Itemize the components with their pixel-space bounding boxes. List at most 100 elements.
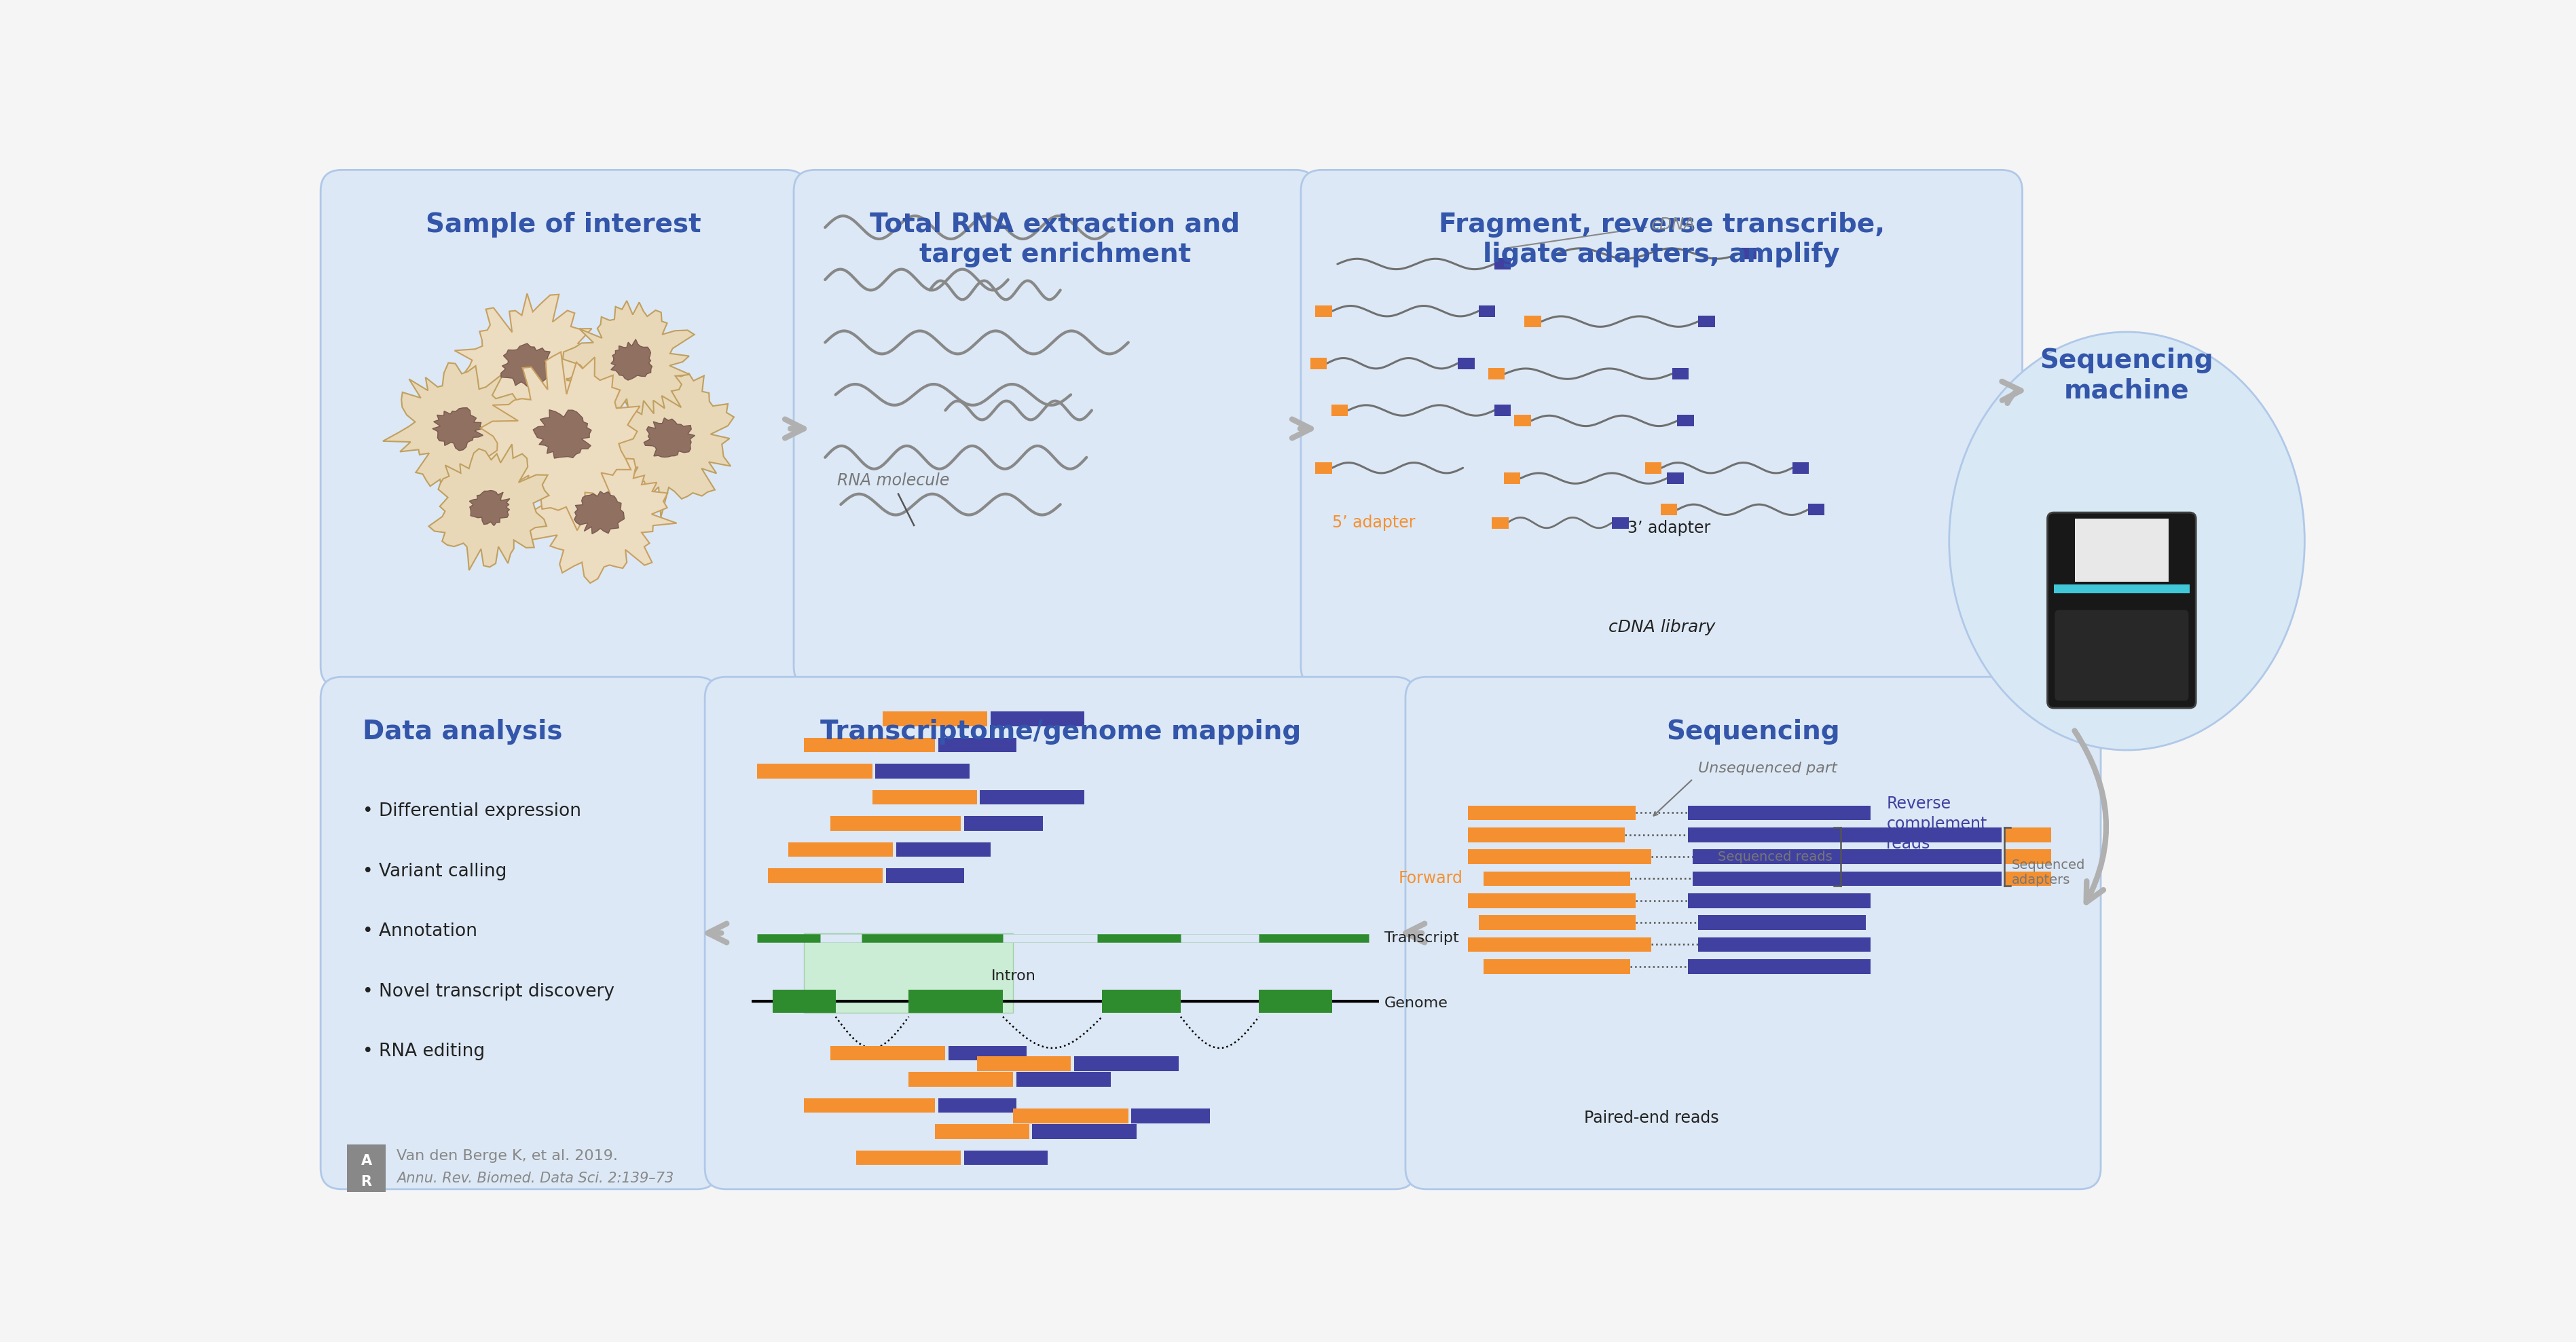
Bar [948, 1045, 1028, 1060]
Bar [1033, 1125, 1136, 1139]
Bar [979, 790, 1084, 804]
Polygon shape [428, 444, 549, 570]
Bar [1687, 960, 1870, 974]
Bar [938, 738, 1018, 753]
Polygon shape [469, 490, 510, 526]
Text: • Annotation: • Annotation [363, 922, 477, 941]
Bar [884, 711, 987, 726]
Bar [1316, 462, 1332, 474]
Text: • Differential expression: • Differential expression [363, 803, 582, 820]
Text: 5’ adapter: 5’ adapter [1332, 514, 1414, 531]
Bar [1698, 915, 1865, 930]
Bar [963, 816, 1043, 831]
Text: Sequencing
machine: Sequencing machine [2040, 348, 2213, 404]
Bar [1492, 517, 1510, 529]
Bar [1667, 472, 1685, 484]
Bar [829, 816, 961, 831]
Text: • Novel transcript discovery: • Novel transcript discovery [363, 982, 613, 1000]
Bar [1468, 849, 1651, 864]
Bar [1672, 368, 1690, 380]
Text: Sample of interest: Sample of interest [425, 212, 701, 238]
Bar [348, 1145, 386, 1192]
FancyBboxPatch shape [706, 676, 1417, 1189]
Bar [1687, 828, 1870, 841]
Bar [1494, 258, 1512, 270]
Bar [873, 790, 976, 804]
Bar [1525, 315, 1540, 327]
Polygon shape [644, 417, 696, 458]
Text: Data analysis: Data analysis [363, 719, 562, 745]
Bar [1074, 1056, 1180, 1071]
Bar [1468, 805, 1636, 820]
Bar [1484, 871, 1631, 886]
Bar [788, 841, 894, 856]
Bar [1468, 828, 1625, 841]
Bar [1677, 415, 1695, 427]
Text: 3’ adapter: 3’ adapter [1628, 519, 1710, 535]
Bar [1458, 357, 1473, 369]
Bar [855, 1150, 961, 1165]
Text: Transcriptome/genome mapping: Transcriptome/genome mapping [819, 719, 1301, 745]
Bar [1468, 937, 1651, 951]
Ellipse shape [1950, 331, 2306, 750]
Bar [1698, 937, 1870, 951]
Bar [1479, 305, 1494, 317]
Bar [1018, 1072, 1110, 1087]
FancyBboxPatch shape [319, 676, 719, 1189]
Bar [896, 841, 989, 856]
Bar [773, 989, 835, 1012]
Text: Intron: Intron [992, 969, 1036, 982]
Text: A: A [361, 1154, 371, 1168]
Bar [1687, 805, 1870, 820]
Polygon shape [526, 440, 677, 582]
Text: Forward: Forward [1399, 871, 1463, 887]
Bar [1489, 368, 1504, 380]
Text: cDNA library: cDNA library [1607, 619, 1716, 635]
Bar [1012, 1108, 1128, 1123]
Text: Exon: Exon [783, 992, 824, 1005]
Bar [1687, 894, 1870, 909]
Bar [2004, 828, 2050, 841]
Bar [1504, 472, 1520, 484]
FancyBboxPatch shape [1406, 676, 2102, 1189]
Bar [1646, 462, 1662, 474]
Bar [1692, 871, 1875, 886]
Text: Paired-end reads: Paired-end reads [1584, 1110, 1718, 1126]
Polygon shape [474, 352, 639, 530]
Text: Transcript: Transcript [1383, 931, 1458, 945]
Bar [1515, 415, 1530, 427]
Polygon shape [574, 491, 623, 534]
Bar [886, 868, 963, 883]
Bar [2074, 519, 2169, 581]
Polygon shape [453, 294, 598, 435]
Bar [757, 764, 873, 778]
Bar [909, 989, 1002, 1012]
Text: • Variant calling: • Variant calling [363, 863, 507, 880]
Polygon shape [433, 408, 484, 451]
Text: Sequenced reads: Sequenced reads [1718, 851, 1832, 863]
Bar [1103, 989, 1180, 1012]
FancyBboxPatch shape [793, 170, 1316, 687]
Bar [2004, 871, 2050, 886]
FancyBboxPatch shape [2056, 611, 2190, 701]
Bar [989, 711, 1084, 726]
Bar [1662, 503, 1677, 515]
Text: Sequenced
adapters: Sequenced adapters [2012, 859, 2087, 886]
Polygon shape [384, 362, 531, 499]
Text: RNA molecule: RNA molecule [837, 472, 948, 488]
Bar [2004, 849, 2050, 864]
Text: Unsequenced part: Unsequenced part [1698, 762, 1837, 776]
Bar [1131, 1108, 1211, 1123]
Text: cDNA: cDNA [1651, 216, 1695, 234]
Bar [1844, 871, 2002, 886]
Bar [1692, 849, 1860, 864]
Bar [1793, 462, 1808, 474]
Bar [876, 764, 969, 778]
Bar [804, 1098, 935, 1113]
Text: Total RNA extraction and
target enrichment: Total RNA extraction and target enrichme… [871, 212, 1239, 267]
Bar [1613, 517, 1628, 529]
Bar [2053, 584, 2190, 593]
Bar [909, 1072, 1012, 1087]
Text: Fragment, reverse transcribe,
ligate adapters, amplify: Fragment, reverse transcribe, ligate ada… [1437, 212, 1886, 267]
Polygon shape [587, 369, 734, 517]
